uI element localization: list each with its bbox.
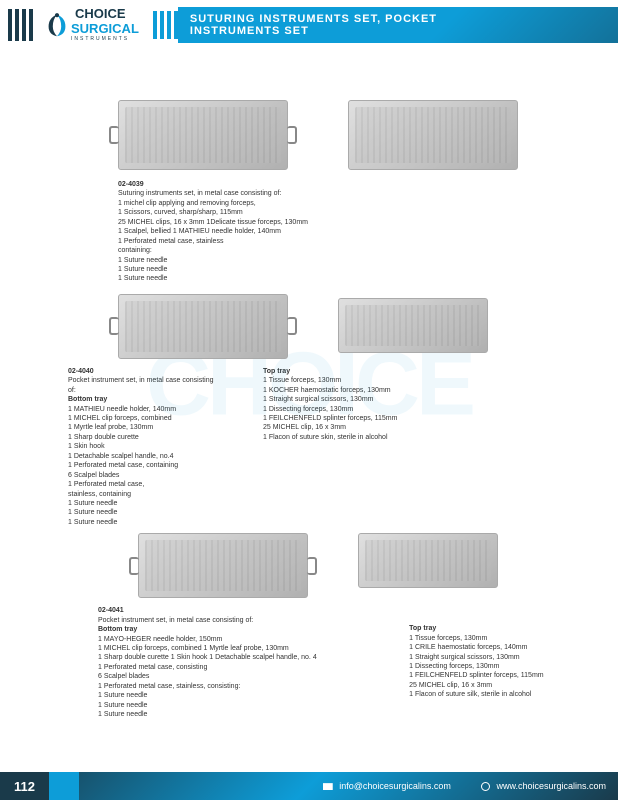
product2-top-col: Top tray 1 Tissue forceps, 130mm1 KOCHER… (253, 367, 483, 527)
logo-line3: INSTRUMENTS (71, 36, 139, 42)
text-line: 1 Suture needle (118, 265, 348, 274)
text-line: 1 Perforated metal case, containing (68, 461, 223, 470)
product3-top-label: Top tray (409, 624, 590, 633)
text-line: 1 Skin hook (68, 442, 223, 451)
page-number: 112 (0, 772, 49, 800)
product2-desc: Pocket instrument set, in metal case con… (68, 376, 223, 395)
text-line: 1 Suture needle (68, 518, 223, 527)
text-line: 1 Suture needle (98, 710, 339, 719)
text-line: 1 Straight surgical scissors, 130mm (263, 395, 483, 404)
page-footer: 112 info@choicesurgicalins.com www.choic… (0, 772, 618, 800)
product3-desc: Pocket instrument set, in metal case con… (98, 616, 339, 625)
product1-desc: Suturing instruments set, in metal case … (118, 189, 348, 198)
product3-code: 02-4041 (98, 606, 339, 615)
logo-line1: CHOICE (75, 8, 139, 20)
text-line: 1 KOCHER haemostatic forceps, 130mm (263, 386, 483, 395)
text-line: 1 Tissue forceps, 130mm (263, 376, 483, 385)
text-line: 25 MICHEL clip, 16 x 3mm (263, 423, 483, 432)
product3-images-row (28, 533, 590, 598)
text-line: 1 Tissue forceps, 130mm (409, 634, 590, 643)
text-line: 1 MICHEL clip forceps, combined (68, 414, 223, 423)
text-line: 1 Detachable scalpel handle, no.4 (68, 452, 223, 461)
text-line: 1 Suture needle (98, 701, 339, 710)
text-line: 1 Suture needle (118, 274, 348, 283)
product2-image-bottom (118, 294, 288, 359)
text-line: 1 Dissecting forceps, 130mm (263, 405, 483, 414)
text-line: 6 Scalpel blades (68, 471, 223, 480)
envelope-icon (323, 783, 333, 790)
text-line: 1 Perforated metal case, stainless (118, 237, 348, 246)
product3-top-lines: 1 Tissue forceps, 130mm1 CRILE haemostat… (409, 634, 590, 700)
text-line: 1 Scalpel, bellied 1 MATHIEU needle hold… (118, 227, 348, 236)
product2-text-row: 02-4040 Pocket instrument set, in metal … (28, 367, 590, 527)
text-line: 1 Perforated metal case, (68, 480, 223, 489)
page-title-banner: SUTURING INSTRUMENTS SET, POCKET INSTRUM… (178, 7, 618, 43)
product3-image-bottom (138, 533, 308, 598)
text-line: 1 michel clip applying and removing forc… (118, 199, 348, 208)
company-logo: CHOICE SURGICAL INSTRUMENTS (43, 8, 139, 41)
product3-bottom-lines: 1 MAYO-HEGER needle holder, 150mm1 MICHE… (98, 635, 339, 720)
text-line: 1 Suture needle (68, 508, 223, 517)
logo-swirl-icon (43, 11, 71, 39)
product3-bottom-col: 02-4041 Pocket instrument set, in metal … (98, 606, 339, 719)
text-line: 25 MICHEL clips, 16 x 3mm 1Delicate tiss… (118, 218, 348, 227)
text-line: 1 Myrtle leaf probe, 130mm (68, 423, 223, 432)
text-line: 1 Perforated metal case, stainless, cons… (98, 682, 339, 691)
decor-bars-cyan (153, 11, 178, 39)
product1-lines: 1 michel clip applying and removing forc… (118, 199, 348, 284)
text-line: 25 MICHEL clip, 16 x 3mm (409, 681, 590, 690)
product1-text: 02-4039 Suturing instruments set, in met… (28, 180, 348, 284)
product2-code: 02-4040 (68, 367, 223, 376)
text-line: 1 Scissors, curved, sharp/sharp, 115mm (118, 208, 348, 217)
product2-top-lines: 1 Tissue forceps, 130mm1 KOCHER haemosta… (263, 376, 483, 442)
footer-email: info@choicesurgicalins.com (323, 781, 451, 791)
text-line: 1 FEILCHENFELD splinter forceps, 115mm (263, 414, 483, 423)
product1-image-case (118, 100, 288, 170)
text-line: 1 Sharp double curette 1 Skin hook 1 Det… (98, 653, 339, 662)
text-line: 1 MICHEL clip forceps, combined 1 Myrtle… (98, 644, 339, 653)
text-line: 1 Flacon of suture silk, sterile in alco… (409, 690, 590, 699)
text-line: 1 Flacon of suture skin, sterile in alco… (263, 433, 483, 442)
text-line: 1 MAYO-HEGER needle holder, 150mm (98, 635, 339, 644)
text-line: 1 FEILCHENFELD splinter forceps, 115mm (409, 671, 590, 680)
logo-line2: SURGICAL (71, 21, 139, 36)
page-header: CHOICE SURGICAL INSTRUMENTS SUTURING INS… (0, 0, 618, 50)
globe-icon (481, 782, 490, 791)
product3-top-col: Top tray 1 Tissue forceps, 130mm1 CRILE … (409, 606, 590, 719)
text-line: 1 Straight surgical scissors, 130mm (409, 653, 590, 662)
text-line: containing: (118, 246, 348, 255)
text-line: 1 CRILE haemostatic forceps, 140mm (409, 643, 590, 652)
product2-images-row (28, 288, 590, 359)
text-line: 1 Perforated metal case, consisting (98, 663, 339, 672)
product2-bottom-col: 02-4040 Pocket instrument set, in metal … (28, 367, 223, 527)
footer-accent (49, 772, 79, 800)
product2-top-label: Top tray (263, 367, 483, 376)
page-content: CHOICE 02-4039 Suturing instruments set,… (0, 50, 618, 720)
text-line: 1 Suture needle (98, 691, 339, 700)
product1-images-row (28, 100, 590, 170)
product1-code: 02-4039 (118, 180, 348, 189)
text-line: stainless, containing (68, 490, 223, 499)
text-line: 6 Scalpel blades (98, 672, 339, 681)
product3-bottom-label: Bottom tray (98, 625, 339, 634)
product1-image-lid (348, 100, 518, 170)
product2-image-top (338, 298, 488, 353)
text-line: 1 Dissecting forceps, 130mm (409, 662, 590, 671)
product3-text-row: 02-4041 Pocket instrument set, in metal … (28, 606, 590, 719)
product2-bottom-label: Bottom tray (68, 395, 223, 404)
logo-text-block: CHOICE SURGICAL INSTRUMENTS (71, 8, 139, 41)
product2-bottom-lines: 1 MATHIEU needle holder, 140mm1 MICHEL c… (68, 405, 223, 528)
text-line: 1 Sharp double curette (68, 433, 223, 442)
text-line: 1 Suture needle (118, 256, 348, 265)
footer-web-text: www.choicesurgicalins.com (496, 781, 606, 791)
footer-email-text: info@choicesurgicalins.com (339, 781, 451, 791)
product3-image-top (358, 533, 498, 588)
footer-website: www.choicesurgicalins.com (481, 781, 606, 791)
decor-bars-dark (8, 9, 33, 41)
text-line: 1 MATHIEU needle holder, 140mm (68, 405, 223, 414)
text-line: 1 Suture needle (68, 499, 223, 508)
